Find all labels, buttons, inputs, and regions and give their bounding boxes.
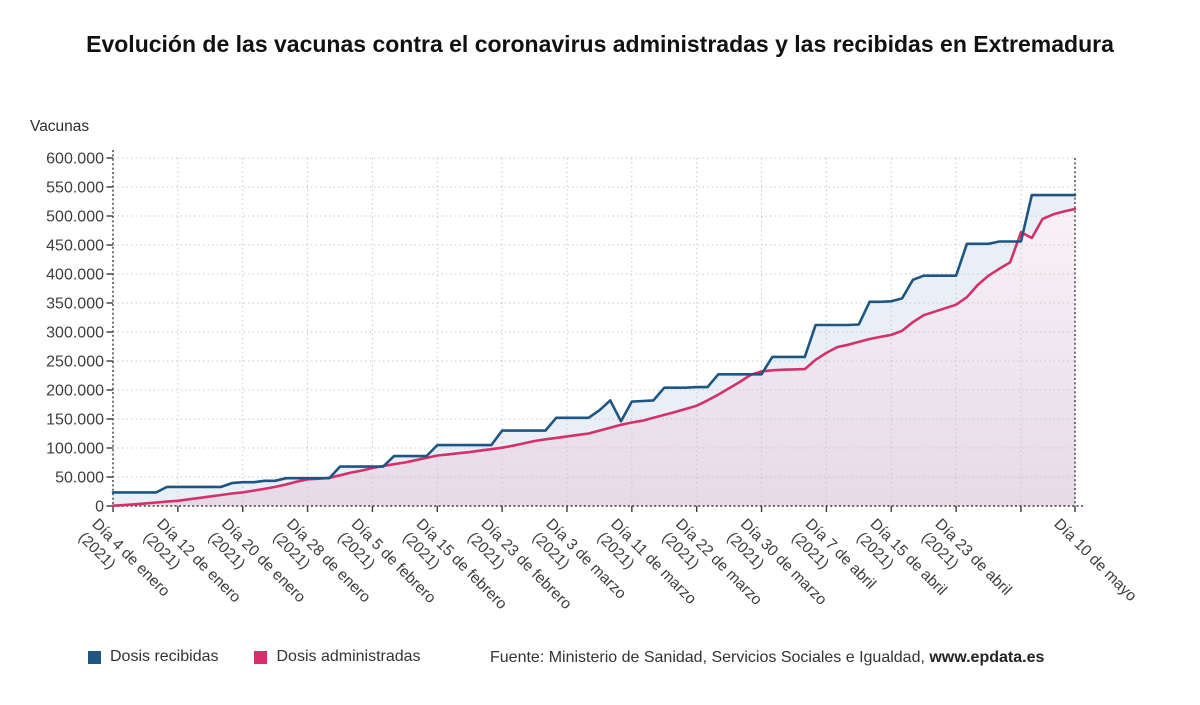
y-tick-label: 200.000 [46, 383, 104, 400]
y-tick-label: 350.000 [46, 296, 104, 313]
y-axis-labels: 0 50.000 100.000 150.000 200.000 250.000 300.0… [46, 151, 104, 516]
chart-areas [113, 195, 1075, 506]
source-text: Fuente: Ministerio de Sanidad, Servicios… [490, 649, 930, 666]
series-dosis-recibidas-line[interactable] [111, 193, 1077, 494]
y-tick-label: 400.000 [46, 267, 104, 284]
x-tick-label: Día 10 de mayo [1050, 516, 1139, 605]
axis-frame [112, 150, 1083, 507]
y-tick-label: 300.000 [46, 325, 104, 342]
y-tick-label: 450.000 [46, 238, 104, 255]
gridlines [113, 157, 1075, 506]
vaccination-area-chart[interactable]: 0 50.000 100.000 150.000 200.000 250.000 300.0… [0, 0, 1200, 640]
legend: Dosis recibidas Dosis administradas [88, 648, 457, 666]
legend-swatch-recibidas-icon [88, 650, 101, 664]
y-tick-label: 150.000 [46, 412, 104, 429]
y-tick-label: 100.000 [46, 441, 104, 458]
legend-label-recibidas: Dosis recibidas [110, 648, 219, 665]
y-axis-title: Vacunas [30, 118, 90, 135]
source-attribution: Fuente: Ministerio de Sanidad, Servicios… [490, 649, 1044, 667]
y-tick-label: 50.000 [55, 470, 104, 487]
x-tick-label: Día 23 de abril(2021) [918, 516, 1015, 613]
legend-label-administradas: Dosis administradas [276, 648, 421, 665]
y-tick-label: 550.000 [46, 180, 104, 197]
y-tick-label: 500.000 [46, 209, 104, 226]
x-axis-labels: Día 4 de enero(2021) Día 12 de enero(2021… [75, 516, 1140, 613]
y-tick-label: 250.000 [46, 354, 104, 371]
legend-item-dosis-administradas[interactable]: Dosis administradas [254, 648, 421, 666]
legend-swatch-administradas-icon [254, 650, 268, 664]
page-title: Evolución de las vacunas contra el coron… [86, 31, 1114, 57]
area-dosis-administradas [113, 209, 1075, 506]
series-dosis-administradas-line[interactable] [111, 207, 1077, 508]
y-tick-label: 0 [95, 499, 104, 516]
y-tick-label: 600.000 [46, 151, 104, 168]
legend-item-dosis-recibidas[interactable]: Dosis recibidas [88, 648, 218, 666]
source-link[interactable]: www.epdata.es [929, 649, 1045, 666]
